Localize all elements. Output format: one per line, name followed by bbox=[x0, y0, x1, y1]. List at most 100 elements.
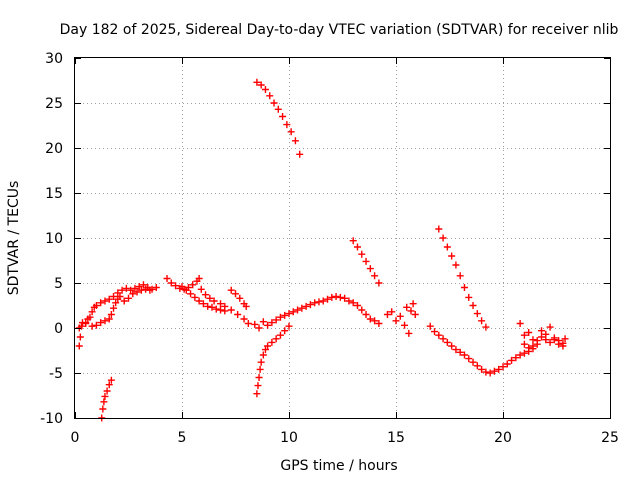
data-point bbox=[366, 265, 374, 273]
data-point bbox=[204, 302, 212, 310]
data-point bbox=[257, 358, 265, 366]
data-point bbox=[452, 346, 460, 354]
data-point bbox=[210, 297, 218, 305]
data-point bbox=[486, 369, 494, 377]
data-point bbox=[362, 311, 370, 318]
y-tick-label: 5 bbox=[54, 276, 63, 292]
data-point bbox=[227, 306, 235, 314]
data-point bbox=[110, 304, 118, 312]
data-point bbox=[137, 286, 145, 294]
data-point bbox=[103, 387, 111, 395]
data-point bbox=[270, 99, 278, 107]
data-point bbox=[559, 339, 567, 347]
data-point bbox=[525, 329, 533, 336]
data-point bbox=[353, 243, 361, 251]
data-point bbox=[268, 338, 276, 346]
data-point bbox=[516, 320, 524, 327]
data-point bbox=[306, 301, 314, 309]
data-point bbox=[105, 381, 113, 389]
data-point bbox=[332, 293, 340, 300]
data-point bbox=[362, 257, 370, 265]
data-point bbox=[105, 295, 113, 303]
series-arc-12 bbox=[435, 225, 490, 331]
data-point bbox=[254, 382, 262, 390]
data-point bbox=[189, 281, 197, 289]
data-point bbox=[101, 392, 109, 400]
data-point bbox=[285, 310, 293, 318]
data-point bbox=[253, 78, 261, 86]
data-point bbox=[439, 335, 447, 343]
data-point bbox=[264, 321, 272, 329]
series-arc-8 bbox=[253, 322, 293, 398]
series-arc-15 bbox=[520, 333, 569, 352]
data-point bbox=[529, 336, 537, 344]
data-point bbox=[197, 285, 205, 293]
data-point bbox=[291, 137, 299, 145]
data-point bbox=[276, 331, 284, 339]
y-tick-label: -5 bbox=[49, 366, 63, 382]
data-point bbox=[88, 322, 96, 330]
series-arc-13 bbox=[426, 322, 537, 377]
data-point bbox=[122, 284, 130, 292]
data-point bbox=[358, 250, 366, 258]
data-point bbox=[495, 365, 503, 373]
y-tick-label: 10 bbox=[45, 231, 63, 247]
series-arc-7 bbox=[253, 78, 304, 158]
series-arc-1 bbox=[75, 281, 160, 350]
data-point bbox=[456, 348, 464, 356]
data-point bbox=[561, 335, 569, 343]
data-point bbox=[516, 351, 524, 359]
data-point bbox=[285, 322, 293, 330]
data-point bbox=[490, 367, 498, 375]
data-point bbox=[259, 318, 267, 326]
series-arc-10 bbox=[349, 237, 383, 287]
data-point bbox=[232, 290, 239, 298]
series-arc-9 bbox=[251, 293, 383, 332]
data-point bbox=[75, 342, 83, 350]
data-point bbox=[302, 302, 310, 310]
data-point bbox=[460, 351, 468, 359]
data-point bbox=[208, 303, 216, 311]
x-tick-label: 20 bbox=[494, 430, 512, 446]
data-point bbox=[465, 293, 473, 301]
series-arc-4 bbox=[163, 275, 252, 327]
data-point bbox=[371, 272, 379, 280]
data-point bbox=[133, 288, 141, 296]
data-point bbox=[520, 331, 528, 339]
data-point bbox=[127, 286, 135, 294]
data-point bbox=[142, 285, 150, 293]
x-axis-label: GPS time / hours bbox=[280, 458, 397, 474]
data-point bbox=[533, 337, 541, 345]
data-point bbox=[118, 286, 126, 294]
data-point bbox=[503, 360, 511, 368]
data-point bbox=[276, 313, 284, 321]
data-point bbox=[546, 323, 554, 331]
data-point bbox=[311, 299, 319, 307]
data-point bbox=[520, 349, 528, 357]
data-point bbox=[139, 281, 147, 289]
data-point bbox=[244, 320, 252, 327]
data-point bbox=[403, 303, 411, 311]
data-point bbox=[289, 308, 297, 316]
data-point bbox=[114, 289, 122, 297]
series-arc-5 bbox=[178, 283, 229, 315]
series-arc-3 bbox=[98, 376, 115, 422]
data-point bbox=[167, 279, 175, 287]
data-point bbox=[294, 306, 302, 314]
data-point bbox=[319, 297, 327, 305]
data-point bbox=[100, 398, 108, 406]
data-point bbox=[392, 317, 400, 325]
data-points bbox=[75, 78, 569, 422]
data-point bbox=[281, 327, 289, 335]
data-point bbox=[383, 311, 391, 318]
data-point bbox=[452, 261, 460, 269]
data-point bbox=[116, 293, 124, 300]
data-point bbox=[76, 333, 84, 341]
data-point bbox=[259, 351, 267, 359]
data-point bbox=[473, 362, 481, 370]
data-point bbox=[409, 300, 417, 308]
data-point bbox=[202, 291, 210, 299]
data-point bbox=[298, 304, 306, 312]
data-point bbox=[296, 150, 304, 158]
chart-title: Day 182 of 2025, Sidereal Day-to-day VTE… bbox=[60, 22, 619, 38]
